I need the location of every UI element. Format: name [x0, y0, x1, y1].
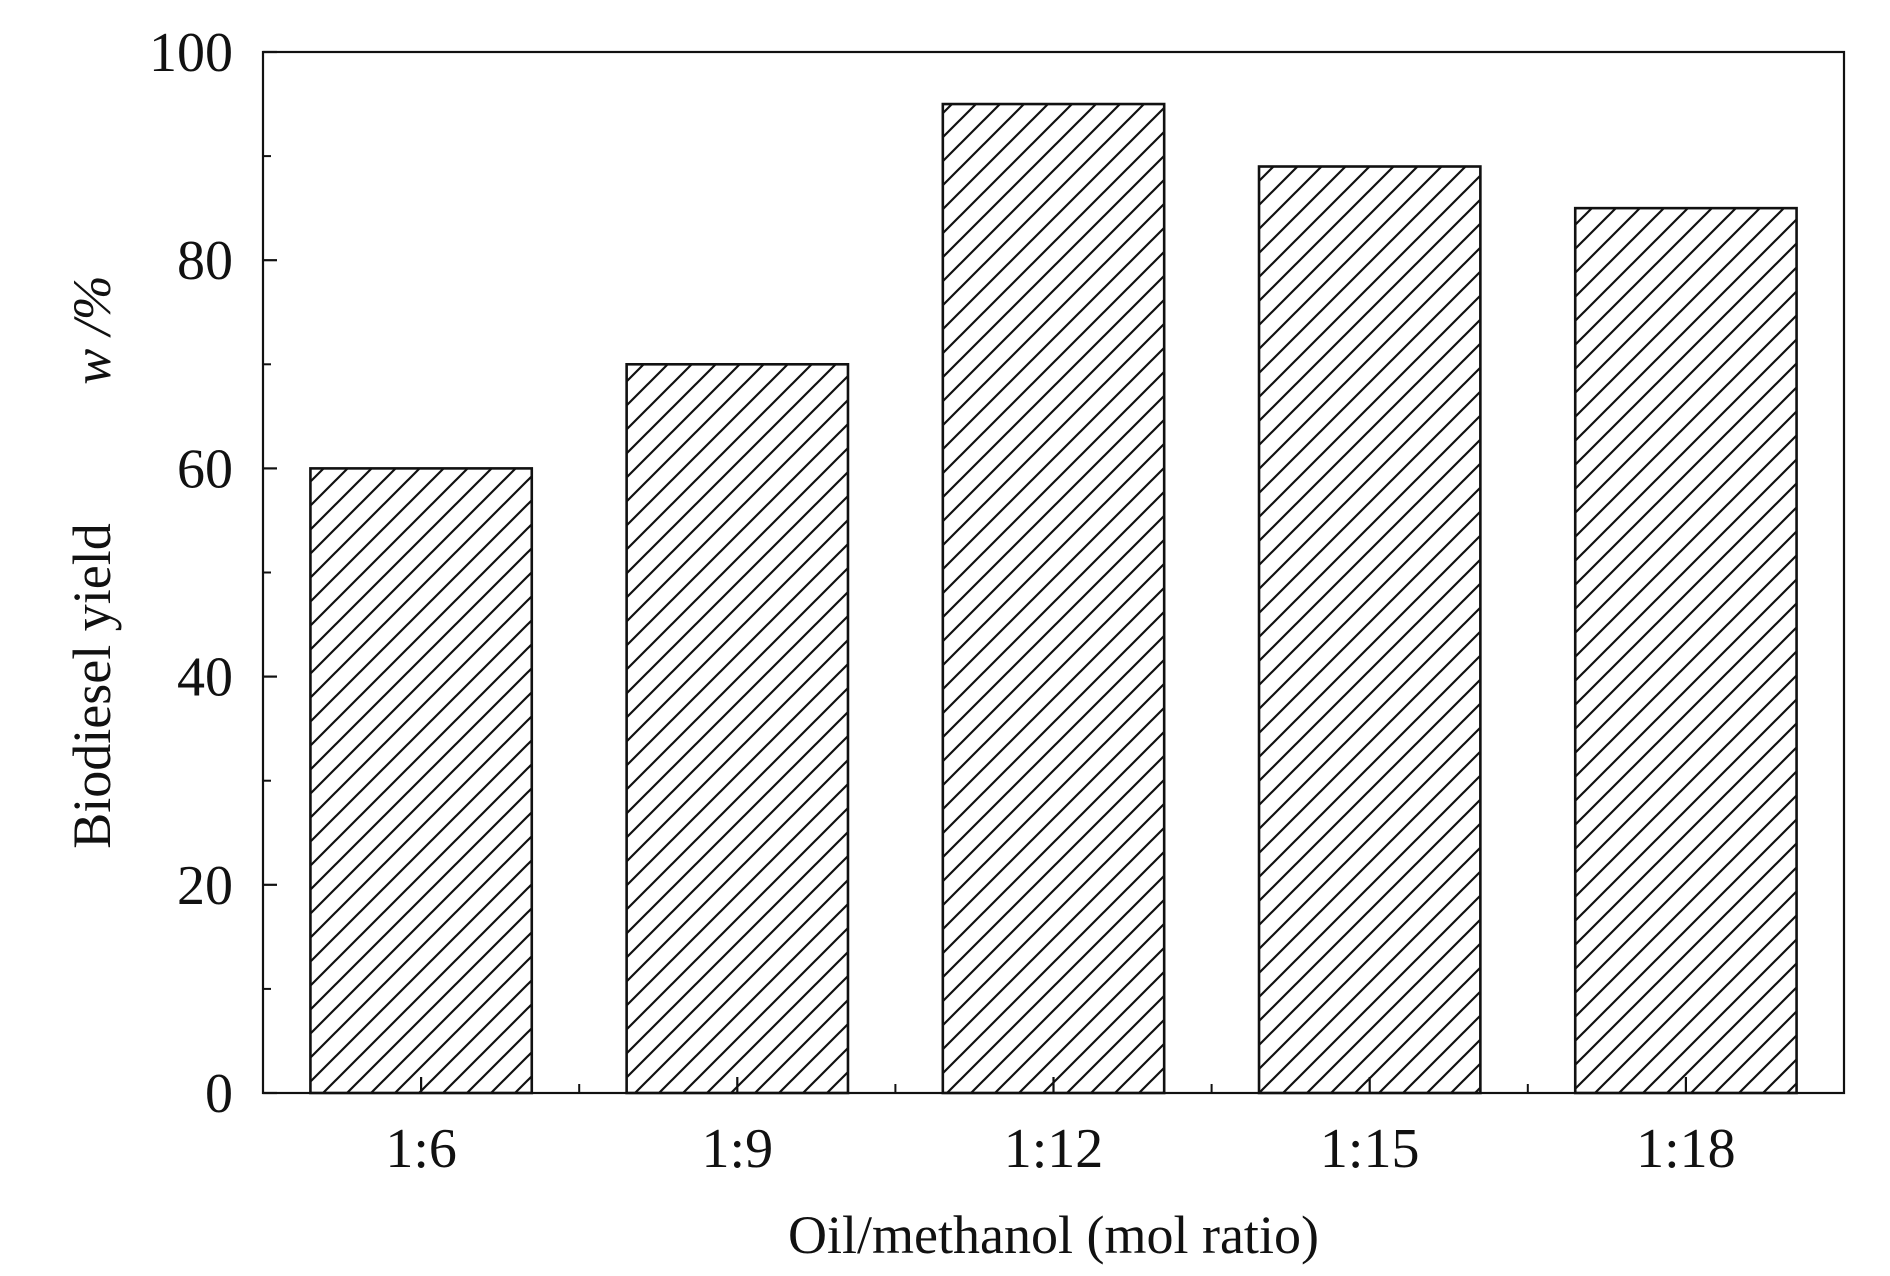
plot-frame	[261, 50, 1846, 1095]
x-axis-label: Oil/methanol (mol ratio)	[788, 1205, 1319, 1265]
y-tick-label: 40	[177, 647, 233, 709]
bar-1-12	[941, 102, 1166, 1095]
y-axis-label: Biodiesel yield	[62, 523, 122, 848]
x-tick-label: 1:12	[1004, 1118, 1104, 1180]
y-axis-ticks: 0 20 40 60 80 100	[149, 22, 277, 1125]
x-axis-ticks: 1:6 1:9 1:12 1:15 1:18	[385, 1077, 1736, 1180]
x-tick-label: 1:6	[385, 1118, 457, 1180]
x-tick-label: 1:18	[1636, 1118, 1736, 1180]
y-axis-unit-label: w /%	[62, 275, 122, 385]
y-tick-label: 60	[177, 438, 233, 500]
y-axis-label-group: Biodiesel yield w /%	[62, 275, 122, 848]
bar-1-15	[1257, 165, 1482, 1095]
y-tick-label: 0	[205, 1063, 233, 1125]
bars-group	[309, 102, 1798, 1095]
x-tick-label: 1:9	[702, 1118, 774, 1180]
bar-1-18	[1573, 206, 1798, 1095]
y-tick-label: 20	[177, 855, 233, 917]
y-tick-label: 100	[149, 22, 233, 84]
y-tick-label: 80	[177, 230, 233, 292]
x-tick-label: 1:15	[1320, 1118, 1420, 1180]
bar-1-9	[625, 362, 850, 1095]
bar-1-6	[309, 467, 534, 1095]
